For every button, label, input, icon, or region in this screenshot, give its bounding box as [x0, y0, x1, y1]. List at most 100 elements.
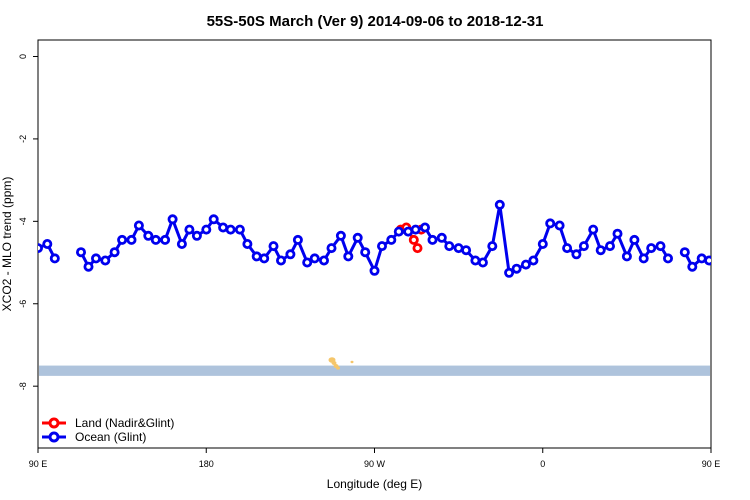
series-group — [38, 199, 746, 278]
legend-ocean-label: Ocean (Glint) — [75, 430, 146, 444]
series-ocean-point — [91, 253, 102, 264]
series-ocean-point — [234, 224, 245, 235]
series-ocean-point — [150, 234, 161, 245]
series-ocean-point — [595, 245, 606, 256]
legend-ocean-marker — [48, 431, 60, 443]
series-ocean-point — [318, 255, 329, 266]
x-tick-label: 90 E — [702, 459, 721, 469]
legend-land-marker — [48, 417, 60, 429]
series-ocean-point — [704, 255, 711, 266]
series-ocean-point — [393, 226, 404, 237]
series-ocean-point — [176, 238, 187, 249]
series-ocean-point — [167, 214, 178, 225]
legend-land-label: Land (Nadir&Glint) — [75, 416, 174, 430]
series-ocean-point — [302, 257, 313, 268]
series-ocean-point — [578, 241, 589, 252]
series-ocean-point — [126, 234, 137, 245]
series-ocean-point — [562, 243, 573, 254]
series-ocean-point — [410, 224, 421, 235]
land-mark — [331, 361, 337, 365]
series-ocean-point — [511, 263, 522, 274]
series-ocean-point — [470, 255, 481, 266]
land-marks — [328, 357, 354, 370]
land-band — [39, 365, 710, 376]
series-ocean-point — [461, 245, 472, 256]
series-ocean-point — [638, 253, 649, 264]
x-tick-label: 90 E — [29, 459, 48, 469]
series-ocean-point — [275, 255, 286, 266]
series-ocean-point — [687, 261, 698, 272]
series-ocean-point — [605, 241, 616, 252]
series-ocean-point — [739, 222, 746, 229]
series-ocean-point — [326, 243, 337, 254]
series-ocean-point — [42, 238, 53, 249]
plot-area: 0 -2 -4 -6 -8 90 E 180 90 W 0 90 E — [18, 39, 746, 469]
series-ocean-point — [225, 224, 236, 235]
series-ocean-point — [100, 255, 111, 266]
series-ocean-point — [722, 238, 729, 245]
series-ocean-point — [109, 247, 120, 258]
series-ocean-point — [504, 267, 515, 278]
series-ocean-point — [335, 230, 346, 241]
y-tick-label: -6 — [18, 300, 28, 308]
legend: Land (Nadir&Glint) Ocean (Glint) — [42, 416, 174, 444]
y-tick-label: -4 — [18, 217, 28, 225]
series-ocean-point — [369, 265, 380, 276]
series-ocean-point — [621, 251, 632, 262]
series-ocean-point — [732, 236, 739, 243]
series-ocean-point — [360, 247, 371, 258]
x-axis-label: Longitude (deg E) — [327, 477, 422, 491]
series-ocean-point — [343, 251, 354, 262]
series-ocean-point — [646, 243, 657, 254]
series-layer — [38, 199, 746, 278]
series-ocean-point — [477, 257, 488, 268]
series-ocean-point — [376, 241, 387, 252]
series-ocean-point — [208, 214, 219, 225]
series-ocean-point — [494, 199, 505, 210]
series-ocean-point — [117, 234, 128, 245]
series-ocean-point — [268, 241, 279, 252]
series-ocean-point — [309, 253, 320, 264]
series-ocean-point — [663, 253, 674, 264]
series-ocean-point — [588, 224, 599, 235]
series-ocean-point — [679, 247, 690, 258]
y-axis-label: XCO2 - MLO trend (ppm) — [0, 177, 14, 312]
series-ocean-point — [629, 234, 640, 245]
series-ocean-point — [285, 249, 296, 260]
land-mark — [336, 366, 340, 370]
series-ocean-point — [191, 230, 202, 241]
series-ocean-point — [655, 241, 666, 252]
series-ocean-point — [242, 238, 253, 249]
series-ocean-point — [487, 241, 498, 252]
series-ocean-point — [259, 253, 270, 264]
series-ocean-line — [683, 251, 711, 269]
x-tick-label: 0 — [540, 459, 545, 469]
series-ocean-point — [352, 232, 363, 243]
series-ocean-point — [386, 234, 397, 245]
series-ocean-point — [528, 255, 539, 266]
y-tick-label: -8 — [18, 382, 28, 390]
series-ocean-point — [427, 234, 438, 245]
y-tick-label: 0 — [18, 54, 28, 59]
series-ocean-point — [251, 251, 262, 262]
series-ocean-point — [184, 224, 195, 235]
x-tick-label: 90 W — [364, 459, 386, 469]
series-ocean-point — [201, 224, 212, 235]
series-ocean-point — [38, 243, 43, 254]
series-ocean-point — [537, 238, 548, 249]
series-ocean-point — [545, 218, 556, 229]
chart-title: 55S-50S March (Ver 9) 2014-09-06 to 2018… — [207, 13, 544, 30]
series-ocean-point — [49, 253, 60, 264]
y-axis: 0 -2 -4 -6 -8 — [18, 54, 38, 390]
series-ocean-point — [520, 259, 531, 270]
series-ocean-point — [133, 220, 144, 231]
series-ocean-point — [444, 241, 455, 252]
series-ocean-point — [436, 232, 447, 243]
y-tick-label: -2 — [18, 135, 28, 143]
series-ocean-point — [419, 222, 430, 233]
x-axis: 90 E 180 90 W 0 90 E — [29, 448, 721, 469]
x-tick-label: 180 — [199, 459, 214, 469]
series-ocean-point — [554, 220, 565, 231]
series-ocean-point — [292, 234, 303, 245]
